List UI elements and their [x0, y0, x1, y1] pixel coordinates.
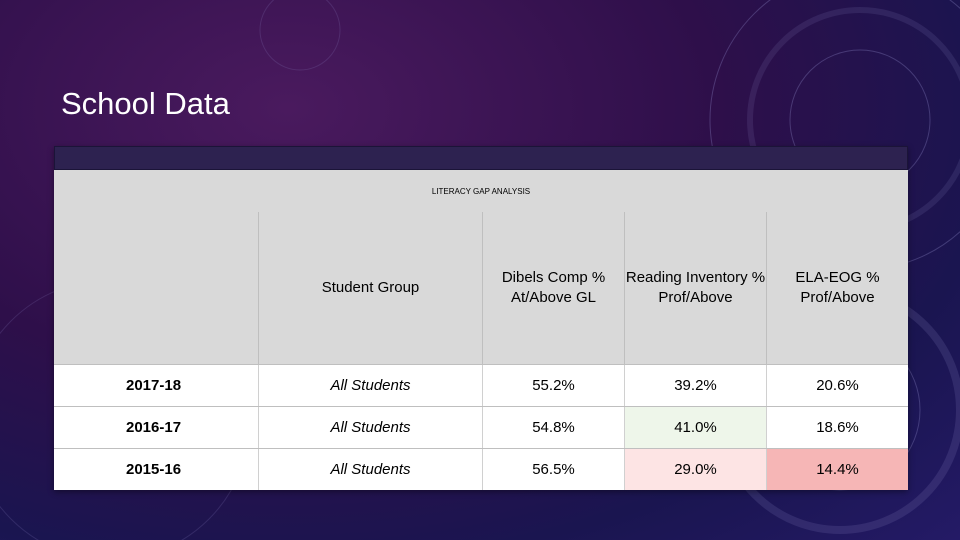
row-group: All Students	[258, 449, 482, 490]
row-dibels: 56.5%	[482, 449, 624, 490]
row-year: 2017-18	[126, 377, 182, 394]
row-reading: 41.0%	[624, 407, 766, 448]
row-ela: 14.4%	[766, 449, 908, 490]
table-row: 2016-17 All Students 54.8% 41.0% 18.6%	[54, 406, 908, 448]
row-year: 2016-17	[126, 419, 182, 436]
header-student-group: Student Group	[258, 212, 482, 364]
table-top-bar	[54, 146, 908, 170]
table-caption: LITERACY GAP ANALYSIS	[54, 170, 908, 212]
header-reading-inventory: Reading Inventory % Prof/Above	[624, 212, 766, 364]
row-group: All Students	[258, 365, 482, 406]
row-dibels: 54.8%	[482, 407, 624, 448]
row-reading: 29.0%	[624, 449, 766, 490]
header-dibels: Dibels Comp % At/Above GL	[482, 212, 624, 364]
header-year	[54, 212, 258, 364]
table-row: 2015-16 All Students 56.5% 29.0% 14.4%	[54, 448, 908, 490]
row-ela: 18.6%	[766, 407, 908, 448]
row-reading: 39.2%	[624, 365, 766, 406]
row-ela: 20.6%	[766, 365, 908, 406]
row-dibels: 55.2%	[482, 365, 624, 406]
header-ela-eog: ELA-EOG % Prof/Above	[766, 212, 908, 364]
table-header-row: Student Group Dibels Comp % At/Above GL …	[54, 212, 908, 364]
literacy-gap-table: LITERACY GAP ANALYSIS Student Group Dibe…	[54, 146, 908, 490]
table-row: 2017-18 All Students 55.2% 39.2% 20.6%	[54, 364, 908, 406]
row-group: All Students	[258, 407, 482, 448]
row-year: 2015-16	[126, 461, 182, 478]
slide-title: School Data	[61, 86, 230, 121]
